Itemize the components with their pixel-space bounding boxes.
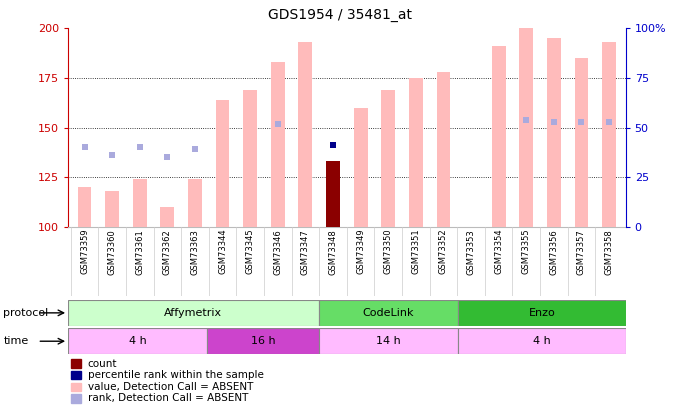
Text: GSM73350: GSM73350 bbox=[384, 229, 393, 275]
Text: CodeLink: CodeLink bbox=[363, 308, 414, 318]
Text: GSM73351: GSM73351 bbox=[411, 229, 420, 275]
Text: GSM73347: GSM73347 bbox=[301, 229, 310, 275]
Text: GSM73346: GSM73346 bbox=[273, 229, 282, 275]
Text: GSM73359: GSM73359 bbox=[80, 229, 89, 275]
Text: count: count bbox=[88, 358, 117, 369]
Text: time: time bbox=[3, 336, 29, 346]
Bar bbox=[458, 300, 626, 326]
Text: GSM73357: GSM73357 bbox=[577, 229, 586, 275]
Bar bbox=[71, 394, 81, 403]
Text: GSM73356: GSM73356 bbox=[549, 229, 558, 275]
Bar bbox=[71, 359, 81, 368]
Text: Enzo: Enzo bbox=[528, 308, 556, 318]
Bar bbox=[160, 207, 174, 227]
Text: GDS1954 / 35481_at: GDS1954 / 35481_at bbox=[268, 8, 412, 22]
Bar bbox=[68, 300, 319, 326]
Bar bbox=[437, 72, 450, 227]
Bar bbox=[243, 90, 257, 227]
Text: Affymetrix: Affymetrix bbox=[165, 308, 222, 318]
Text: 4 h: 4 h bbox=[533, 336, 551, 346]
Bar bbox=[271, 62, 285, 227]
Bar bbox=[105, 191, 119, 227]
Bar bbox=[319, 328, 458, 354]
Bar bbox=[547, 38, 561, 227]
Text: 16 h: 16 h bbox=[251, 336, 275, 346]
Text: GSM73345: GSM73345 bbox=[245, 229, 255, 275]
Bar bbox=[133, 179, 147, 227]
Text: GSM73358: GSM73358 bbox=[605, 229, 613, 275]
Bar bbox=[319, 300, 458, 326]
Text: GSM73353: GSM73353 bbox=[466, 229, 475, 275]
Bar bbox=[216, 100, 229, 227]
Text: GSM73352: GSM73352 bbox=[439, 229, 448, 275]
Text: protocol: protocol bbox=[3, 308, 49, 318]
Bar bbox=[71, 383, 81, 391]
Text: GSM73355: GSM73355 bbox=[522, 229, 530, 275]
Text: GSM73362: GSM73362 bbox=[163, 229, 172, 275]
Bar bbox=[354, 108, 367, 227]
Bar bbox=[575, 58, 588, 227]
Bar bbox=[68, 328, 207, 354]
Text: percentile rank within the sample: percentile rank within the sample bbox=[88, 370, 263, 380]
Bar bbox=[381, 90, 395, 227]
Text: rank, Detection Call = ABSENT: rank, Detection Call = ABSENT bbox=[88, 394, 248, 403]
Text: 4 h: 4 h bbox=[129, 336, 147, 346]
Text: GSM73360: GSM73360 bbox=[107, 229, 117, 275]
Text: GSM73363: GSM73363 bbox=[190, 229, 199, 275]
Bar bbox=[458, 328, 626, 354]
Bar bbox=[78, 187, 92, 227]
Text: GSM73361: GSM73361 bbox=[135, 229, 144, 275]
Bar bbox=[71, 371, 81, 379]
Bar bbox=[188, 179, 202, 227]
Bar bbox=[409, 78, 423, 227]
Bar bbox=[520, 28, 533, 227]
Text: GSM73349: GSM73349 bbox=[356, 229, 365, 275]
Bar bbox=[492, 46, 505, 227]
Bar bbox=[299, 42, 312, 227]
Text: GSM73348: GSM73348 bbox=[328, 229, 337, 275]
Bar bbox=[602, 42, 616, 227]
Text: value, Detection Call = ABSENT: value, Detection Call = ABSENT bbox=[88, 382, 253, 392]
Text: GSM73354: GSM73354 bbox=[494, 229, 503, 275]
Bar bbox=[207, 328, 319, 354]
Text: GSM73344: GSM73344 bbox=[218, 229, 227, 275]
Bar bbox=[326, 161, 340, 227]
Text: 14 h: 14 h bbox=[376, 336, 401, 346]
